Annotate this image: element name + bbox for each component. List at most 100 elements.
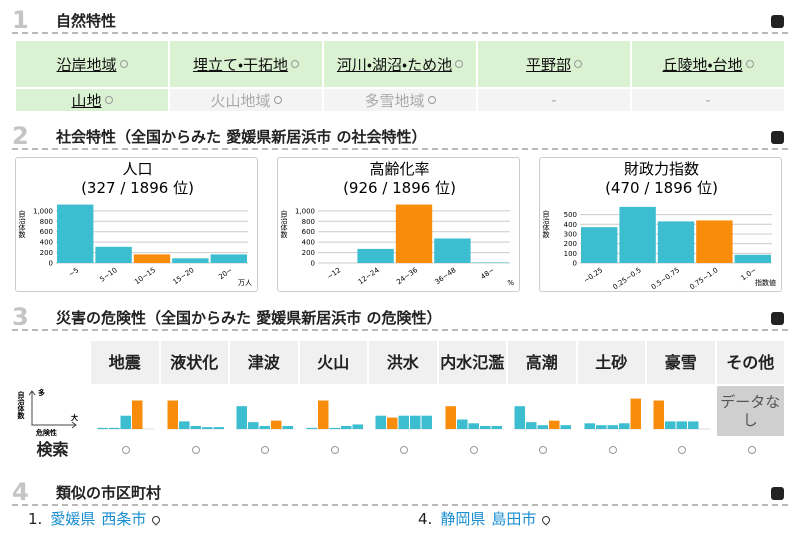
bar (375, 415, 386, 429)
hazard-header: 高潮 (507, 340, 577, 385)
x-tick-label: 12~24 (357, 266, 381, 286)
pin-icon[interactable] (150, 514, 163, 526)
y-tick-label: 600 (40, 228, 53, 236)
bar (445, 406, 456, 429)
search-icon[interactable] (191, 445, 200, 454)
chart-title: 高齢化率 (369, 160, 429, 178)
terrain-cell[interactable]: 丘陵地・台地 (631, 40, 785, 88)
legend-y-high: 多 (38, 388, 45, 397)
terrain-label: 火山地域 (210, 91, 271, 110)
terrain-cell[interactable]: 平野部 (477, 40, 631, 88)
search-icon[interactable] (400, 445, 409, 454)
search-icon[interactable] (291, 60, 300, 68)
chart-box: 高齢化率 (926 / 1896 位) 自治体数 0 200 400 600 800 1,000… (277, 157, 520, 292)
y-tick-label: 200 (302, 249, 315, 257)
bar (329, 427, 340, 429)
y-tick-label: 0 (49, 260, 53, 268)
chart-rank: (926 / 1896 位) (343, 179, 456, 197)
chart: 人口(327 / 1896 位) 自治体数 0 200 400 600 800 1,000 ~5… (18, 160, 252, 287)
chart-title: 財政力指数 (624, 160, 699, 178)
x-tick-label: 0.25~0.5 (611, 266, 642, 291)
terrain-label: - (551, 91, 557, 109)
bar (665, 421, 676, 429)
bar (201, 427, 212, 429)
bar (57, 204, 94, 263)
bar (132, 400, 143, 429)
terrain-cell: 多雪地域 (323, 88, 477, 112)
x-tick-label: 24~36 (395, 266, 419, 286)
terrain-label: 沿岸地域 (56, 55, 117, 74)
bar (472, 262, 509, 263)
info-icon[interactable] (771, 312, 784, 325)
bar (109, 427, 120, 429)
terrain-cell[interactable]: 沿岸地域 (15, 40, 169, 88)
info-icon[interactable] (771, 15, 784, 28)
item-link[interactable]: 静岡県 島田市 (440, 510, 536, 528)
bar (491, 425, 502, 429)
hazard-search (159, 437, 229, 462)
bar (584, 423, 595, 429)
bar (248, 422, 259, 429)
search-icon[interactable] (119, 60, 128, 68)
legend-x-high: 大 (71, 413, 78, 422)
hazard-chart (159, 385, 229, 437)
bar (734, 254, 771, 263)
search-icon[interactable] (427, 96, 436, 104)
bar (387, 417, 398, 429)
terrain-cell[interactable]: 山地 (15, 88, 169, 112)
bar (190, 425, 201, 429)
terrain-cell[interactable]: 河川・湖沼・ため池 (323, 40, 477, 88)
mini-chart (583, 398, 641, 430)
legend-cell: 自治体数 多危険性 大 (15, 385, 90, 437)
bar (210, 254, 247, 263)
search-icon[interactable] (469, 445, 478, 454)
mini-chart (166, 400, 224, 430)
bar (167, 400, 178, 429)
terrain-label: 丘陵地・台地 (662, 55, 743, 74)
info-icon[interactable] (771, 131, 784, 144)
chart-box: 財政力指数 (470 / 1896 位) 自治体数 0 100 200 300 400 500 ~… (539, 157, 782, 292)
item-city: 西条市 (101, 510, 147, 528)
search-icon[interactable] (330, 445, 339, 454)
search-icon[interactable] (455, 60, 464, 68)
section-number: 2 (12, 122, 29, 150)
hazard-chart (576, 385, 646, 437)
search-icon[interactable] (273, 96, 282, 104)
y-tick-label: 500 (564, 211, 577, 219)
item-link[interactable]: 愛媛県 西条市 (50, 510, 146, 528)
mini-chart (653, 400, 711, 430)
search-icon[interactable] (539, 445, 548, 454)
bar (95, 246, 132, 263)
chart-title: 人口 (122, 160, 152, 178)
search-icon[interactable] (104, 96, 113, 104)
search-icon[interactable] (122, 445, 131, 454)
bar (618, 423, 629, 429)
hazard-search (368, 437, 438, 462)
info-icon[interactable] (771, 487, 784, 500)
section-title: 災害の危険性（全国からみた 愛媛県新居浜市 の危険性） (56, 308, 442, 327)
search-icon[interactable] (261, 445, 270, 454)
pin-icon[interactable] (540, 514, 553, 526)
item-rank: 4. (418, 510, 433, 528)
hazard-header: 豪雪 (646, 340, 716, 385)
section-header: 1 自然特性 (12, 6, 788, 34)
search-icon[interactable] (608, 445, 617, 454)
hazard-chart (298, 385, 368, 437)
hazard-header: 洪水 (368, 340, 438, 385)
x-tick-label: 36~48 (434, 266, 458, 286)
item-pref: 静岡県 (440, 510, 486, 528)
mini-chart (514, 406, 572, 430)
search-icon[interactable] (574, 60, 582, 68)
bar (607, 425, 618, 429)
legend-x: 危険性 (35, 428, 57, 437)
y-axis-label: 自治体数 (280, 209, 288, 239)
search-icon[interactable] (747, 445, 756, 454)
chart-rank: (470 / 1896 位) (605, 179, 718, 197)
search-icon[interactable] (678, 445, 687, 454)
x-tick-label: 0.5~0.75 (650, 266, 681, 291)
search-icon[interactable] (745, 60, 754, 68)
bar (133, 254, 171, 263)
terrain-cell[interactable]: 埋立て・干拓地 (169, 40, 323, 88)
